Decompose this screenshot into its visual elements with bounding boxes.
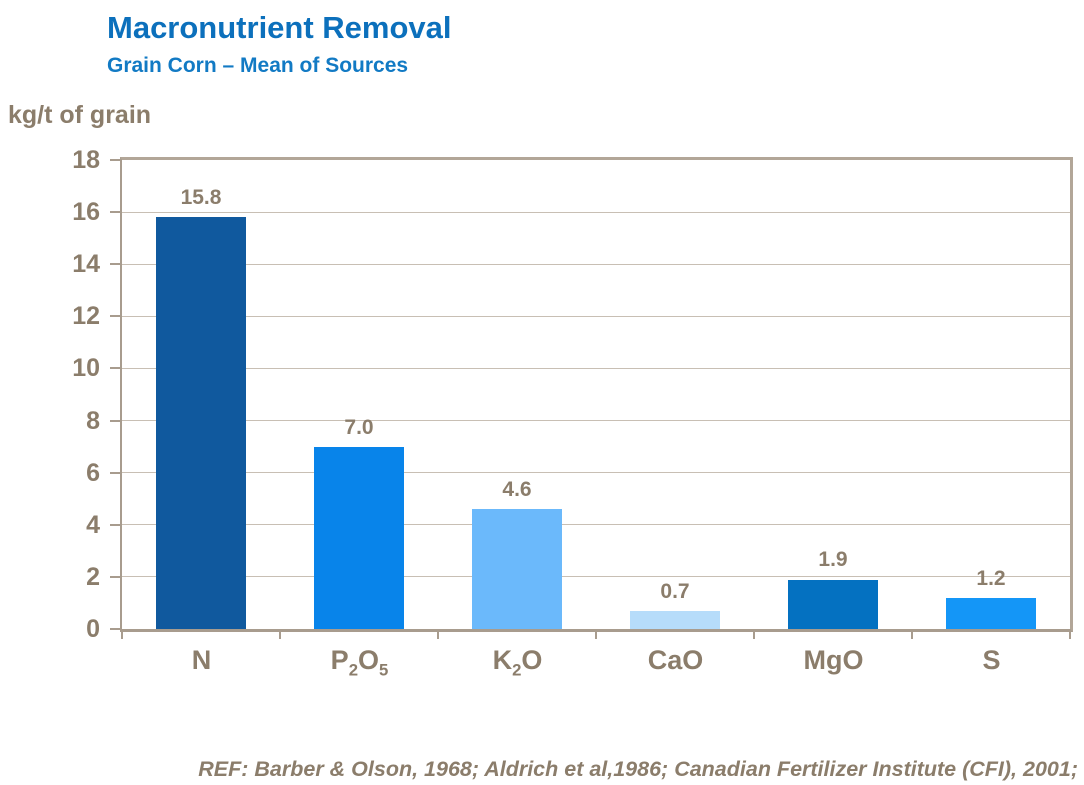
y-tick-label: 2 bbox=[86, 562, 100, 591]
gridline bbox=[122, 367, 1070, 369]
x-tick-label: S bbox=[982, 645, 1001, 675]
reference-text: REF: Barber & Olson, 1968; Aldrich et al… bbox=[0, 694, 1078, 785]
y-tick bbox=[110, 367, 122, 370]
x-tick-label: MgO bbox=[803, 645, 864, 675]
x-tick bbox=[753, 629, 755, 639]
value-label: 7.0 bbox=[344, 415, 374, 439]
bar-p2o5 bbox=[314, 446, 404, 629]
gridline bbox=[122, 472, 1070, 474]
value-label: 0.7 bbox=[660, 579, 690, 603]
y-tick-label: 10 bbox=[72, 354, 100, 383]
value-label: 1.2 bbox=[976, 566, 1006, 590]
bar-mgo bbox=[788, 579, 878, 629]
y-tick-label: 0 bbox=[86, 615, 100, 643]
value-label: 4.6 bbox=[502, 478, 532, 502]
x-tick bbox=[437, 629, 439, 639]
value-label: 1.9 bbox=[818, 548, 848, 572]
gridline bbox=[122, 211, 1070, 213]
y-tick bbox=[110, 419, 122, 422]
y-tick-label: 18 bbox=[72, 146, 100, 174]
bar-k2o bbox=[472, 509, 562, 629]
chart-subtitle: Grain Corn – Mean of Sources bbox=[107, 54, 409, 77]
gridline bbox=[122, 315, 1070, 317]
reference-line-1: REF: Barber & Olson, 1968; Aldrich et al… bbox=[198, 757, 1078, 781]
x-tick bbox=[279, 629, 281, 639]
y-tick bbox=[110, 575, 122, 578]
x-tick bbox=[911, 629, 913, 639]
bar-n bbox=[156, 217, 246, 629]
y-axis-unit-label: kg/t of grain bbox=[8, 101, 152, 129]
chart-title: Macronutrient Removal bbox=[107, 10, 452, 45]
x-tick bbox=[1069, 629, 1071, 639]
x-tick-label: P2O5 bbox=[330, 645, 389, 680]
x-tick-label: CaO bbox=[647, 645, 704, 675]
x-tick bbox=[595, 629, 597, 639]
y-tick-label: 8 bbox=[86, 406, 100, 435]
y-tick bbox=[110, 471, 122, 474]
y-tick bbox=[110, 523, 122, 526]
y-tick-label: 4 bbox=[86, 510, 100, 539]
y-tick bbox=[110, 263, 122, 266]
y-tick bbox=[110, 159, 122, 161]
gridline bbox=[122, 420, 1070, 422]
y-tick-label: 14 bbox=[72, 250, 100, 279]
x-tick-label: K2O bbox=[492, 645, 543, 680]
y-tick bbox=[110, 211, 122, 214]
x-tick-label: N bbox=[191, 645, 212, 675]
y-tick-label: 16 bbox=[72, 198, 100, 227]
x-tick bbox=[121, 629, 123, 639]
gridline bbox=[122, 524, 1070, 526]
bar-s bbox=[946, 597, 1036, 629]
gridline bbox=[122, 263, 1070, 265]
bar-cao bbox=[630, 610, 720, 629]
value-label: 15.8 bbox=[180, 186, 222, 210]
y-tick bbox=[110, 315, 122, 318]
y-tick bbox=[110, 628, 122, 630]
y-tick-label: 6 bbox=[86, 458, 100, 487]
plot-area: 0 2 4 6 8 10 12 14 16 18 15.8 N 7.0 P2O5 4.6 K2O 0.7 CaO 1… bbox=[72, 146, 1073, 679]
gridline bbox=[122, 576, 1070, 578]
y-tick-label: 12 bbox=[72, 302, 100, 331]
